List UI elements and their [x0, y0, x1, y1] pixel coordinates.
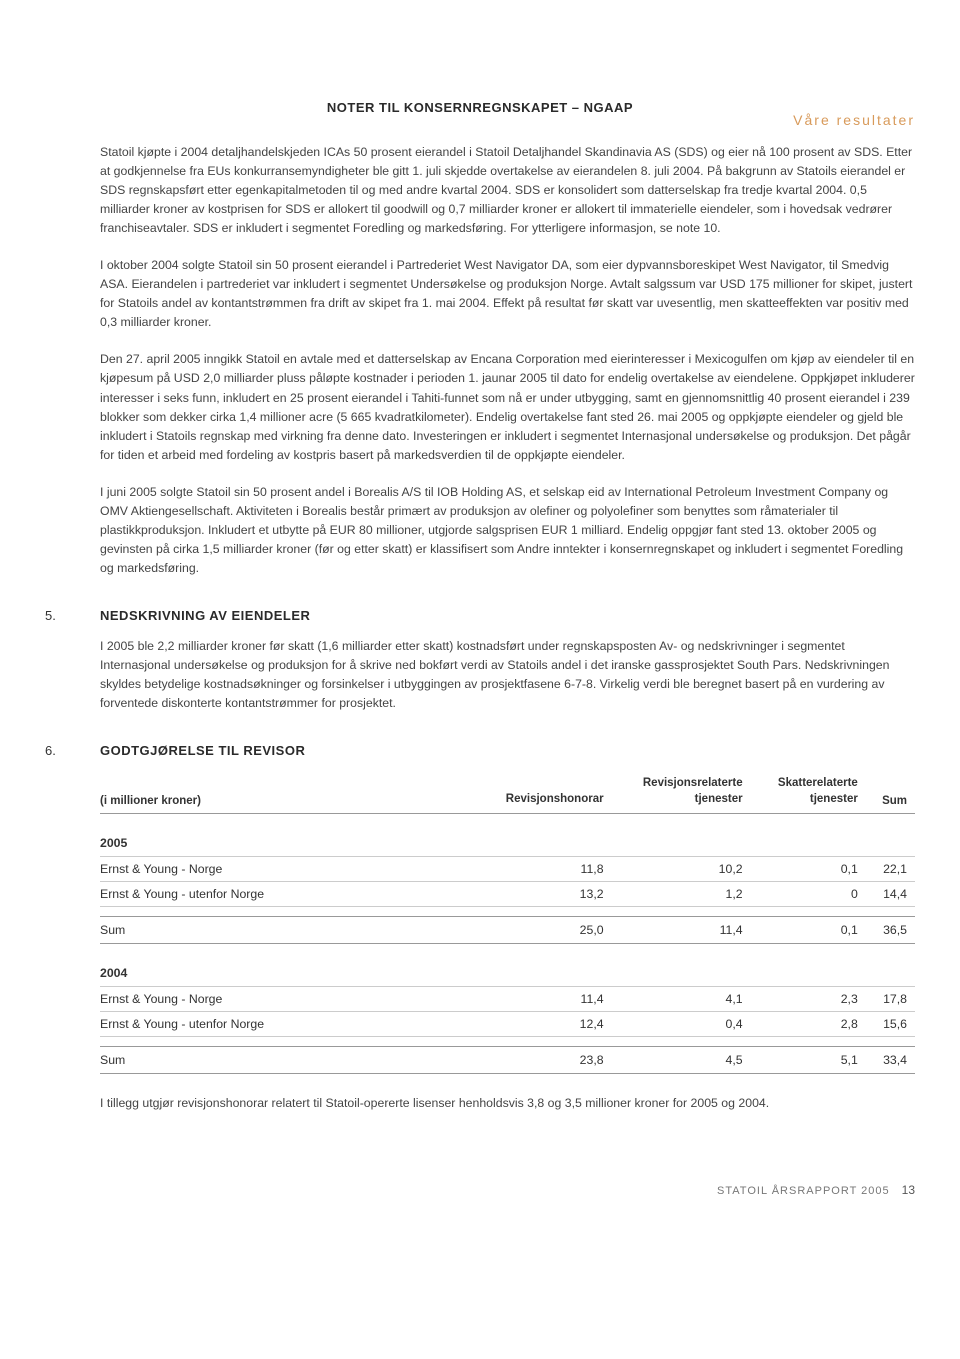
table-sum-row: Sum23,84,55,133,4: [100, 1047, 915, 1074]
page-footer: STATOIL ÅRSRAPPORT 2005 13: [45, 1183, 915, 1197]
table-col-header: Sum: [866, 772, 915, 814]
section-title: GODTGJØRELSE TIL REVISOR: [100, 743, 305, 758]
table-sum-cell: 25,0: [475, 917, 612, 944]
table-cell: 4,1: [612, 987, 751, 1012]
table-cell: 11,8: [475, 857, 612, 882]
table-cell: 12,4: [475, 1012, 612, 1037]
table-row: Ernst & Young - utenfor Norge12,40,42,81…: [100, 1012, 915, 1037]
footer-report-name: STATOIL ÅRSRAPPORT 2005: [717, 1185, 890, 1197]
table-row: Ernst & Young - Norge11,44,12,317,8: [100, 987, 915, 1012]
body-paragraph: I oktober 2004 solgte Statoil sin 50 pro…: [100, 256, 915, 332]
section-6-header: 6. GODTGJØRELSE TIL REVISOR: [45, 743, 915, 758]
section-header-label: Våre resultater: [793, 112, 915, 128]
table-row-label: Ernst & Young - Norge: [100, 857, 475, 882]
table-cell: 0,4: [612, 1012, 751, 1037]
table-cell: 15,6: [866, 1012, 915, 1037]
table-sum-label: Sum: [100, 917, 475, 944]
table-row: Ernst & Young - utenfor Norge13,21,2014,…: [100, 882, 915, 907]
body-paragraph: I juni 2005 solgte Statoil sin 50 prosen…: [100, 483, 915, 578]
table-sum-cell: 4,5: [612, 1047, 751, 1074]
auditor-table-wrap: (i millioner kroner) Revisjonshonorar Re…: [100, 772, 915, 1074]
table-sum-cell: 5,1: [751, 1047, 866, 1074]
table-year-cell: 2005: [100, 814, 915, 857]
table-sum-row: Sum25,011,40,136,5: [100, 917, 915, 944]
table-sum-label: Sum: [100, 1047, 475, 1074]
table-cell: 2,3: [751, 987, 866, 1012]
table-cell: 14,4: [866, 882, 915, 907]
table-cell: 0: [751, 882, 866, 907]
body-paragraph: Statoil kjøpte i 2004 detaljhandelskjede…: [100, 143, 915, 238]
table-header-row: (i millioner kroner) Revisjonshonorar Re…: [100, 772, 915, 814]
table-year-row: 2005: [100, 814, 915, 857]
table-row-label: Ernst & Young - utenfor Norge: [100, 1012, 475, 1037]
page-title: NOTER TIL KONSERNREGNSKAPET – NGAAP: [45, 100, 915, 115]
section-number: 5.: [45, 608, 100, 623]
table-sum-cell: 36,5: [866, 917, 915, 944]
body-paragraph: Den 27. april 2005 inngikk Statoil en av…: [100, 350, 915, 464]
table-row-label: Ernst & Young - Norge: [100, 987, 475, 1012]
table-footnote: I tillegg utgjør revisjonshonorar relate…: [100, 1094, 915, 1113]
footer-page-number: 13: [902, 1183, 915, 1197]
table-sum-cell: 0,1: [751, 917, 866, 944]
table-cell: 17,8: [866, 987, 915, 1012]
table-cell: 22,1: [866, 857, 915, 882]
table-cell: 13,2: [475, 882, 612, 907]
table-cell: 10,2: [612, 857, 751, 882]
table-sum-cell: 23,8: [475, 1047, 612, 1074]
section-number: 6.: [45, 743, 100, 758]
section-title: NEDSKRIVNING AV EIENDELER: [100, 608, 310, 623]
table-year-cell: 2004: [100, 944, 915, 987]
table-cell: 11,4: [475, 987, 612, 1012]
table-col-header: Revisjonsrelatertetjenester: [612, 772, 751, 814]
table-row-label: Ernst & Young - utenfor Norge: [100, 882, 475, 907]
table-year-row: 2004: [100, 944, 915, 987]
document-page: Våre resultater NOTER TIL KONSERNREGNSKA…: [0, 100, 960, 1219]
section-5-body: I 2005 ble 2,2 milliarder kroner før ska…: [100, 637, 915, 713]
auditor-fees-table: (i millioner kroner) Revisjonshonorar Re…: [100, 772, 915, 1074]
table-col-header: Revisjonshonorar: [475, 772, 612, 814]
table-unit-label: (i millioner kroner): [100, 772, 475, 814]
table-sum-cell: 11,4: [612, 917, 751, 944]
table-col-header: Skatterelatertetjenester: [751, 772, 866, 814]
table-cell: 1,2: [612, 882, 751, 907]
table-sum-cell: 33,4: [866, 1047, 915, 1074]
section-5-header: 5. NEDSKRIVNING AV EIENDELER: [45, 608, 915, 623]
table-row: Ernst & Young - Norge11,810,20,122,1: [100, 857, 915, 882]
table-cell: 0,1: [751, 857, 866, 882]
table-cell: 2,8: [751, 1012, 866, 1037]
